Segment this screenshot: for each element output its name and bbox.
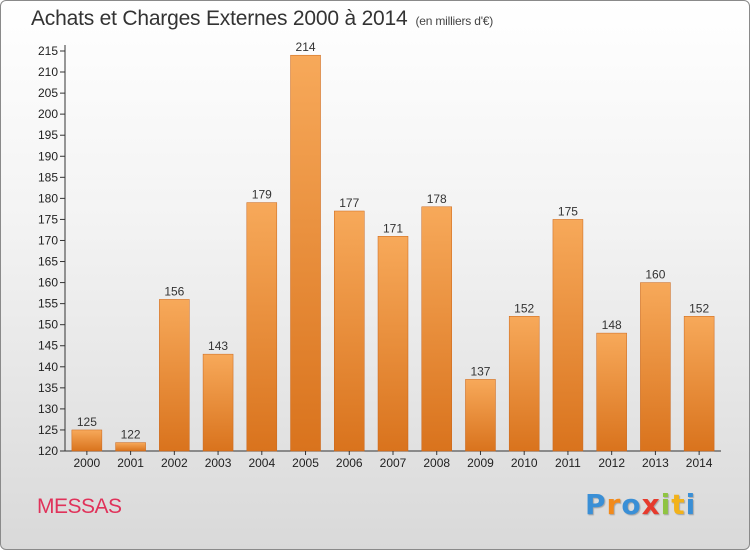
data-label-2001: 122 [121, 428, 141, 442]
y-tick-label: 200 [38, 107, 58, 121]
data-label-2005: 214 [296, 40, 316, 54]
data-label-2009: 137 [470, 364, 490, 378]
y-tick-label: 170 [38, 233, 58, 247]
data-label-2012: 148 [602, 318, 622, 332]
data-label-2003: 143 [208, 339, 228, 353]
chart-title-line: Achats et Charges Externes 2000 à 2014 (e… [31, 7, 493, 31]
x-tick-label: 2006 [336, 456, 363, 470]
bar-2001 [115, 442, 146, 452]
y-tick-label: 175 [38, 212, 58, 226]
bar-2014 [683, 316, 715, 452]
data-label-2004: 179 [252, 188, 272, 202]
y-tick-label: 145 [38, 339, 58, 353]
bar-2002 [159, 299, 190, 452]
x-tick-label: 2004 [248, 456, 275, 470]
y-tick-label: 185 [38, 170, 58, 184]
x-tick-label: 2014 [686, 456, 713, 470]
x-tick-label: 2012 [598, 456, 625, 470]
y-tick-label: 135 [38, 381, 58, 395]
bar-2011 [552, 219, 584, 452]
y-tick-label: 205 [38, 86, 58, 100]
y-tick-label: 165 [38, 255, 58, 269]
data-label-2006: 177 [339, 196, 359, 210]
data-label-2011: 175 [558, 204, 578, 218]
logo-letter: r [606, 488, 622, 521]
chart-subtitle: (en milliers d'€) [415, 14, 494, 28]
x-tick-label: 2003 [205, 456, 232, 470]
y-tick-label: 125 [38, 423, 58, 437]
bar-2004 [246, 202, 278, 452]
data-label-2002: 156 [164, 284, 184, 298]
chart-title: Achats et Charges Externes 2000 à 2014 [31, 7, 408, 30]
logo-letter: t [671, 488, 686, 521]
logo-letter: x [641, 488, 661, 521]
bar-2008 [421, 206, 452, 452]
logo-letter: i [685, 488, 697, 521]
proxiti-logo: Proxiti [585, 488, 696, 521]
bar-2013 [640, 282, 671, 452]
y-tick-label: 130 [38, 402, 58, 416]
commune-name: MESSAS [37, 495, 122, 518]
logo-letter: i [660, 488, 672, 521]
y-tick-label: 160 [38, 276, 58, 290]
x-tick-label: 2001 [117, 456, 144, 470]
y-tick-label: 180 [38, 191, 58, 205]
data-label-2007: 171 [383, 221, 403, 235]
y-tick-label: 140 [38, 360, 58, 374]
bar-2007 [377, 236, 409, 452]
bar-2005 [290, 54, 321, 452]
x-tick-label: 2008 [423, 456, 450, 470]
x-tick-label: 2005 [292, 456, 319, 470]
bar-2006 [334, 210, 365, 452]
data-label-2014: 152 [689, 301, 709, 315]
bar-2003 [202, 353, 234, 452]
bar-2009 [465, 379, 496, 452]
x-tick-label: 2011 [555, 456, 581, 470]
x-tick-label: 2007 [380, 456, 407, 470]
y-tick-label: 150 [38, 318, 58, 332]
x-tick-label: 2013 [642, 456, 669, 470]
data-label-2013: 160 [645, 268, 665, 282]
x-tick-label: 2010 [511, 456, 538, 470]
logo-letter: P [585, 488, 607, 521]
x-tick-label: 2009 [467, 456, 494, 470]
bar-2012 [596, 332, 627, 452]
data-label-2010: 152 [514, 301, 534, 315]
y-tick-label: 155 [38, 297, 58, 311]
data-label-2008: 178 [427, 192, 447, 206]
y-tick-label: 210 [38, 65, 58, 79]
y-tick-label: 190 [38, 149, 58, 163]
data-label-2000: 125 [77, 415, 97, 429]
y-tick-label: 195 [38, 128, 58, 142]
y-tick-label: 120 [38, 444, 58, 458]
bar-2010 [508, 316, 540, 452]
x-tick-label: 2000 [74, 456, 101, 470]
bar-2000 [71, 429, 103, 452]
logo-letter: o [621, 488, 642, 521]
x-tick-label: 2002 [161, 456, 188, 470]
y-tick-label: 215 [38, 44, 58, 58]
